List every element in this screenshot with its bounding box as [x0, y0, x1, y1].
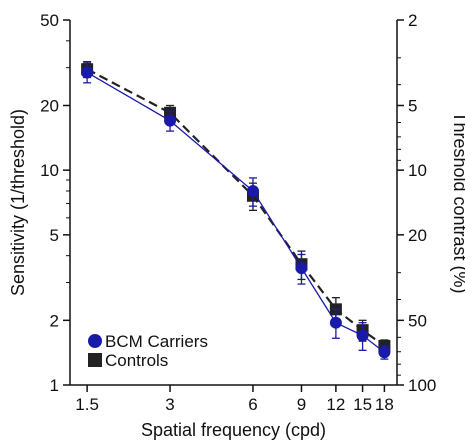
y2-tick-label: 5 — [408, 96, 417, 115]
x-tick-label: 1.5 — [75, 395, 99, 414]
y-tick-label: 1 — [50, 376, 59, 395]
data-point-circle — [246, 184, 259, 197]
y-tick-label: 10 — [40, 161, 59, 180]
legend-label: BCM Carriers — [105, 332, 208, 351]
legend-label: Controls — [105, 351, 168, 370]
data-point-circle — [164, 114, 177, 127]
y2-tick-label: 10 — [408, 161, 427, 180]
x-tick-label: 18 — [375, 395, 394, 414]
y-tick-label: 50 — [40, 11, 59, 30]
y-tick-label: 5 — [50, 226, 59, 245]
x-tick-label: 3 — [165, 395, 174, 414]
x-tick-label: 6 — [248, 395, 257, 414]
x-tick-label: 9 — [297, 395, 306, 414]
legend-marker-square — [88, 353, 102, 367]
y2-tick-label: 50 — [408, 311, 427, 330]
y2-tick-label: 2 — [408, 11, 417, 30]
x-tick-label: 15 — [353, 395, 372, 414]
y2-tick-label: 20 — [408, 226, 427, 245]
data-point-circle — [295, 262, 308, 275]
legend-marker-circle — [88, 334, 102, 348]
y-tick-label: 2 — [50, 311, 59, 330]
data-point-circle — [378, 346, 391, 359]
x-tick-label: 12 — [326, 395, 345, 414]
data-point-circle — [356, 329, 369, 342]
y2-axis-title: Threshold contrast (%) — [450, 111, 465, 293]
y2-tick-label: 100 — [408, 376, 436, 395]
y-tick-label: 20 — [40, 96, 59, 115]
data-point-circle — [329, 316, 342, 329]
y-axis-title: Sensitivity (1/threshold) — [8, 109, 28, 296]
x-axis-title: Spatial frequency (cpd) — [141, 420, 326, 440]
data-point-circle — [81, 66, 94, 79]
